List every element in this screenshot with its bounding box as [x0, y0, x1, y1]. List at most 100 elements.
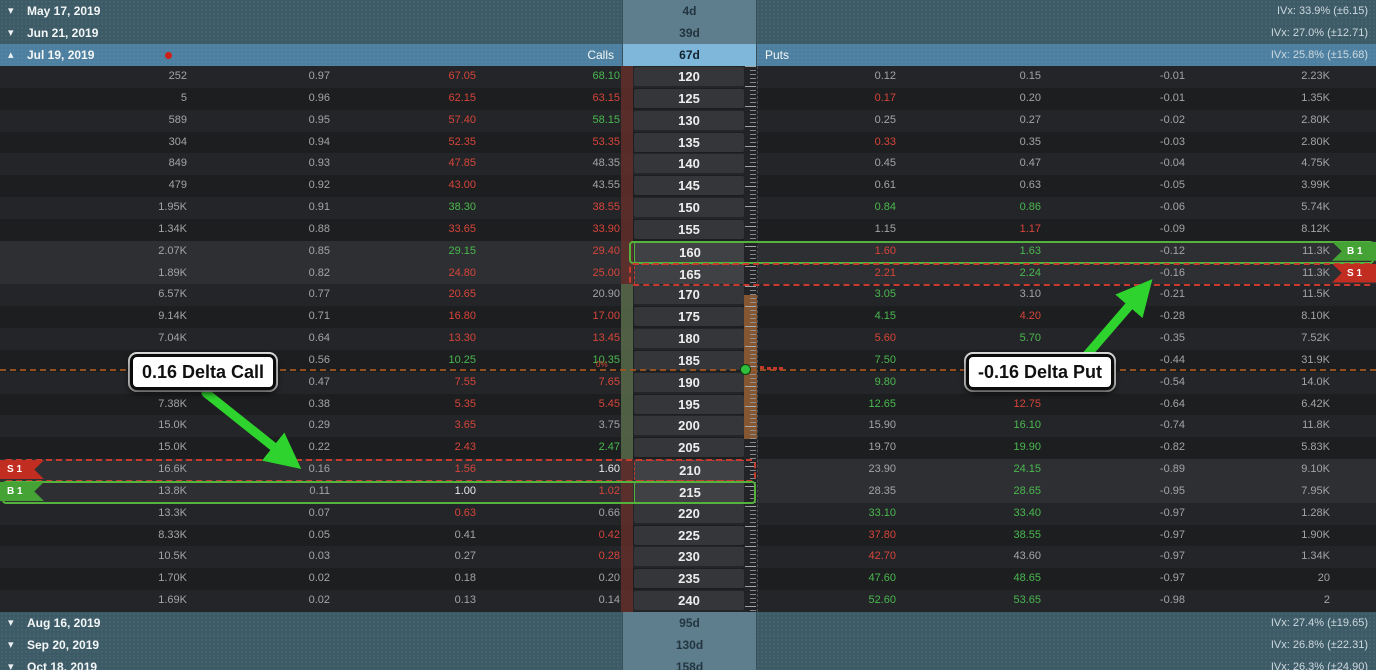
- put-ask-cell[interactable]: 24.15: [1013, 463, 1041, 476]
- put-ask-cell[interactable]: 0.47: [1019, 157, 1041, 170]
- call-bid-cell[interactable]: 2.43: [454, 441, 476, 454]
- strike-cell[interactable]: 215: [634, 481, 746, 503]
- call-bid-cell[interactable]: 43.00: [448, 179, 476, 192]
- put-ask-cell[interactable]: 0.35: [1019, 135, 1041, 148]
- call-bid-cell[interactable]: 33.65: [448, 222, 476, 235]
- put-bid-cell[interactable]: 47.60: [868, 572, 896, 585]
- call-bid-cell[interactable]: 47.85: [448, 157, 476, 170]
- call-bid-cell[interactable]: 29.15: [448, 244, 476, 257]
- strike-cell[interactable]: 175: [634, 307, 744, 327]
- call-ask-cell[interactable]: 20.90: [592, 288, 620, 301]
- put-bid-cell[interactable]: 0.33: [874, 135, 896, 148]
- strike-cell[interactable]: 180: [634, 329, 744, 349]
- call-bid-cell[interactable]: 3.65: [454, 419, 476, 432]
- put-ask-cell[interactable]: 48.65: [1013, 572, 1041, 585]
- put-ask-cell[interactable]: 33.40: [1013, 506, 1041, 519]
- expiration-row-jul-19[interactable]: ▴ Jul 19, 2019 Calls 67d Puts IVx: 25.8%…: [0, 44, 1376, 67]
- expiration-row-sep-20[interactable]: ▾ Sep 20, 2019 130d IVx: 26.8% (±22.31): [0, 634, 1376, 657]
- strike-cell[interactable]: 125: [634, 88, 744, 108]
- order-quantity-badge[interactable]: B 1: [1332, 241, 1376, 261]
- call-ask-cell[interactable]: 25.00: [592, 266, 620, 279]
- call-ask-cell[interactable]: 1.02: [598, 484, 620, 497]
- order-quantity-badge[interactable]: B 1: [0, 481, 44, 501]
- put-bid-cell[interactable]: 37.80: [868, 528, 896, 541]
- call-ask-cell[interactable]: 2.47: [598, 441, 620, 454]
- expiration-row-jun-21[interactable]: ▾ Jun 21, 2019 39d IVx: 27.0% (±12.71): [0, 22, 1376, 45]
- call-ask-cell[interactable]: 29.40: [592, 244, 620, 257]
- put-bid-cell[interactable]: 0.45: [874, 157, 896, 170]
- call-ask-cell[interactable]: 43.55: [592, 179, 620, 192]
- put-ask-cell[interactable]: 38.55: [1013, 528, 1041, 541]
- strike-cell[interactable]: 190: [634, 372, 744, 392]
- call-ask-cell[interactable]: 17.00: [592, 310, 620, 323]
- call-ask-cell[interactable]: 63.15: [592, 91, 620, 104]
- strike-cell[interactable]: 150: [634, 198, 744, 218]
- order-quantity-badge[interactable]: S 1: [0, 460, 44, 480]
- strike-cell[interactable]: 140: [634, 154, 744, 174]
- call-bid-cell[interactable]: 38.30: [448, 201, 476, 214]
- call-ask-cell[interactable]: 0.20: [598, 572, 620, 585]
- strike-cell[interactable]: 185: [634, 350, 744, 370]
- put-ask-cell[interactable]: 28.65: [1013, 484, 1041, 497]
- strike-cell[interactable]: 225: [634, 525, 744, 545]
- chevron-down-icon[interactable]: ▾: [8, 27, 14, 39]
- call-bid-cell[interactable]: 13.30: [448, 332, 476, 345]
- strike-cell[interactable]: 230: [634, 547, 744, 567]
- put-ask-cell[interactable]: 0.15: [1019, 70, 1041, 82]
- call-bid-cell[interactable]: 7.55: [454, 375, 476, 388]
- expiration-row-aug-16[interactable]: ▾ Aug 16, 2019 95d IVx: 27.4% (±19.65): [0, 612, 1376, 635]
- expiration-row-oct-18-partial[interactable]: ▾ Oct 18, 2019 158d IVx: 26.3% (±24.90): [0, 656, 1376, 670]
- put-bid-cell[interactable]: 28.35: [868, 484, 896, 497]
- chevron-down-icon[interactable]: ▾: [8, 661, 14, 670]
- put-bid-cell[interactable]: 15.90: [868, 419, 896, 432]
- put-bid-cell[interactable]: 0.84: [874, 201, 896, 214]
- strike-cell[interactable]: 240: [634, 591, 744, 611]
- put-ask-cell[interactable]: 0.63: [1019, 179, 1041, 192]
- call-bid-cell[interactable]: 1.00: [454, 484, 476, 497]
- put-bid-cell[interactable]: 1.60: [874, 244, 896, 257]
- call-bid-cell[interactable]: 1.56: [454, 463, 476, 476]
- strike-cell[interactable]: 205: [634, 438, 744, 458]
- call-bid-cell[interactable]: 0.41: [454, 528, 476, 541]
- put-bid-cell[interactable]: 3.05: [874, 288, 896, 301]
- call-ask-cell[interactable]: 38.55: [592, 201, 620, 214]
- put-bid-cell[interactable]: 9.80: [874, 375, 896, 388]
- strike-cell[interactable]: 155: [634, 219, 744, 239]
- call-bid-cell[interactable]: 0.13: [454, 594, 476, 607]
- strike-cell[interactable]: 120: [634, 67, 744, 86]
- chevron-up-icon[interactable]: ▴: [8, 49, 14, 61]
- put-ask-cell[interactable]: 4.20: [1019, 310, 1041, 323]
- strike-cell[interactable]: 165: [634, 263, 746, 285]
- put-ask-cell[interactable]: 0.86: [1019, 201, 1041, 214]
- call-bid-cell[interactable]: 62.15: [448, 91, 476, 104]
- strike-cell[interactable]: 210: [634, 460, 746, 482]
- strike-cell[interactable]: 200: [634, 416, 744, 436]
- strike-cell[interactable]: 170: [634, 285, 744, 305]
- chevron-down-icon[interactable]: ▾: [8, 639, 14, 651]
- strike-cell[interactable]: 135: [634, 132, 744, 152]
- call-ask-cell[interactable]: 0.42: [598, 528, 620, 541]
- put-ask-cell[interactable]: 3.10: [1019, 288, 1041, 301]
- put-ask-cell[interactable]: 53.65: [1013, 594, 1041, 607]
- put-bid-cell[interactable]: 2.21: [874, 266, 896, 279]
- put-bid-cell[interactable]: 42.70: [868, 550, 896, 563]
- current-price-dot-icon[interactable]: [740, 364, 751, 375]
- put-ask-cell[interactable]: 43.60: [1013, 550, 1041, 563]
- call-ask-cell[interactable]: 48.35: [592, 157, 620, 170]
- call-bid-cell[interactable]: 5.35: [454, 397, 476, 410]
- call-bid-cell[interactable]: 52.35: [448, 135, 476, 148]
- put-bid-cell[interactable]: 19.70: [868, 441, 896, 454]
- strike-ruler[interactable]: [744, 66, 758, 612]
- strike-cell[interactable]: 160: [634, 241, 746, 263]
- put-bid-cell[interactable]: 1.15: [874, 222, 896, 235]
- put-ask-cell[interactable]: 16.10: [1013, 419, 1041, 432]
- strike-cell[interactable]: 195: [634, 394, 744, 414]
- call-ask-cell[interactable]: 10.35: [592, 353, 620, 366]
- call-ask-cell[interactable]: 58.15: [592, 113, 620, 126]
- strike-cell[interactable]: 145: [634, 176, 744, 196]
- expiration-row-may-17[interactable]: ▾ May 17, 2019 4d IVx: 33.9% (±6.15): [0, 0, 1376, 23]
- call-ask-cell[interactable]: 0.66: [598, 506, 620, 519]
- put-ask-cell[interactable]: 12.75: [1013, 397, 1041, 410]
- call-bid-cell[interactable]: 0.27: [454, 550, 476, 563]
- strike-cell[interactable]: 235: [634, 569, 744, 589]
